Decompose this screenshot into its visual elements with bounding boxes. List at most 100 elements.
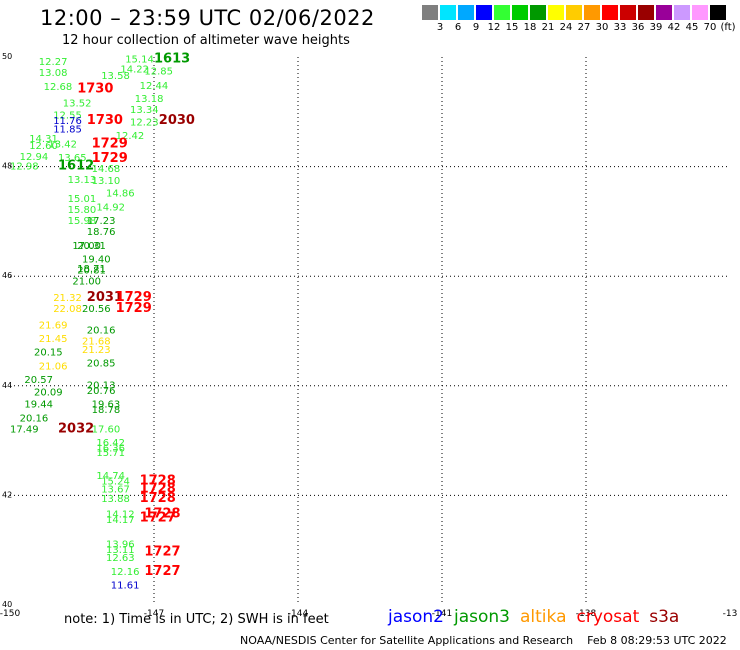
pass-time-label: 1728 [140,491,176,506]
wave-height-label: 21.00 [72,276,101,287]
color-scale-label: 45 [685,22,699,33]
color-scale-unit: (ft) [720,22,736,33]
wave-height-label: 12.94 [20,152,49,163]
wave-height-label: 13.10 [92,176,121,187]
wave-height-label: 20.76 [87,386,116,397]
wave-height-label: 14.92 [96,202,125,213]
pass-time-label: 1729 [116,301,152,316]
pass-time-label: 1730 [77,82,113,97]
wave-height-label: 13.96 [106,539,135,550]
wave-height-label: 19.63 [92,400,121,411]
color-scale-label: 18 [523,22,537,33]
lon-tick-label: -150 [0,609,20,619]
color-scale-label: 33 [613,22,627,33]
color-swatch [440,5,457,20]
color-swatch [602,5,619,20]
footer-timestamp: Feb 8 08:29:53 UTC 2022 [587,634,727,647]
lon-tick-label: -147 [144,609,164,619]
wave-height-label: 13.34 [130,105,159,116]
wave-height-label: 18.76 [87,227,116,238]
wave-height-label: 11.85 [53,125,82,136]
color-scale-label: 24 [559,22,573,33]
lon-tick-label: -144 [288,609,309,619]
wave-height-label: 13.18 [135,94,164,105]
axis-ticks: -150 -147 -144 -141 -138 -13 50 48 46 44 42 40 [0,52,737,619]
wave-height-label: 16.36 [96,444,125,455]
wave-height-label: 21.68 [82,337,111,348]
footer: NOAA/NESDIS Center for Satellite Applica… [240,634,727,647]
wave-height-label: 22.08 [53,304,82,315]
wave-height-label: 12.68 [44,82,73,93]
wave-height-label: 19.44 [24,400,53,411]
wave-height-label: 20.15 [34,348,63,359]
wave-height-label: 12.44 [140,81,169,92]
color-swatch [656,5,673,20]
wave-height-label: 20.16 [20,413,49,424]
wave-height-label: 20.13 [87,381,116,392]
color-swatch [638,5,655,20]
color-scale-label: 15 [505,22,519,33]
lat-tick-label: 50 [2,52,12,61]
wave-height-label: 12.23 [130,118,159,129]
pass-time-label: 1727 [144,564,180,579]
pass-time-label: 1728 [140,482,176,497]
wave-height-label: 12.63 [106,553,135,564]
wave-height-label: 17.49 [10,424,39,435]
color-scale-label: 6 [454,22,462,33]
pass-time-label: 1727 [144,545,180,560]
wave-height-label: 15.71 [96,448,125,459]
color-swatch [422,5,439,20]
wave-height-label: 13.88 [101,494,130,505]
wave-height-label: 15.01 [68,194,97,205]
legend-item-cryosat: cryosat [576,607,640,627]
color-scale-label: 21 [541,22,555,33]
color-swatch [620,5,637,20]
color-swatch [674,5,691,20]
color-swatch [512,5,529,20]
color-scale-label: 30 [595,22,609,33]
pass-time-label: 1729 [92,151,128,166]
wave-height-label: 20.31 [77,241,106,252]
lon-tick-label: -141 [432,609,452,619]
wave-height-label: 15.98 [68,216,97,227]
wave-height-label: 20.56 [82,304,111,315]
lon-tick-label: -138 [576,609,597,619]
pass-time-label: 1613 [154,51,190,66]
pass-time-label: 2031 [87,290,123,305]
pass-time-label: 1730 [87,113,123,128]
lat-tick-label: 46 [2,271,12,280]
color-scale-label: 12 [487,22,501,33]
wave-height-label: 14.68 [92,164,121,175]
wave-height-label: 11.76 [53,116,82,127]
wave-height-label: 12.60 [29,141,58,152]
color-scale-label: 3 [436,22,444,33]
wave-height-label: 13.11 [106,545,135,556]
color-scale-label: 70 [703,22,717,33]
wave-height-label: 17.23 [87,216,116,227]
pass-time-label: 1727 [140,511,176,526]
page-subtitle: 12 hour collection of altimeter wave hei… [62,33,350,48]
wave-height-label: 13.58 [101,71,130,82]
wave-height-label: 13.42 [48,139,77,150]
lat-tick-label: 42 [2,490,12,499]
color-swatch [584,5,601,20]
wave-height-label: 18.71 [77,264,106,275]
wave-height-label: 13.13 [68,175,97,186]
wave-height-label: 20.81 [77,265,106,276]
wave-height-label: 21.23 [82,345,111,356]
color-swatch [548,5,565,20]
color-swatch [494,5,511,20]
wave-height-label: 15.80 [68,205,97,216]
pass-time-label: 1612 [58,158,94,173]
wave-height-label: 21.06 [39,361,68,372]
color-swatch [710,5,727,20]
lon-tick-label: -13 [723,609,738,619]
pass-time-label: 1729 [116,290,152,305]
wave-height-label: 20.57 [24,375,53,386]
wave-height-label: 15.14 [125,54,154,65]
pass-time-label: 1728 [144,506,180,521]
color-swatch [530,5,547,20]
legend-item-s3a: s3a [649,607,680,627]
wave-height-label: 14.86 [106,189,135,200]
note-text: note: 1) Time is in UTC; 2) SWH is in fe… [64,612,329,627]
